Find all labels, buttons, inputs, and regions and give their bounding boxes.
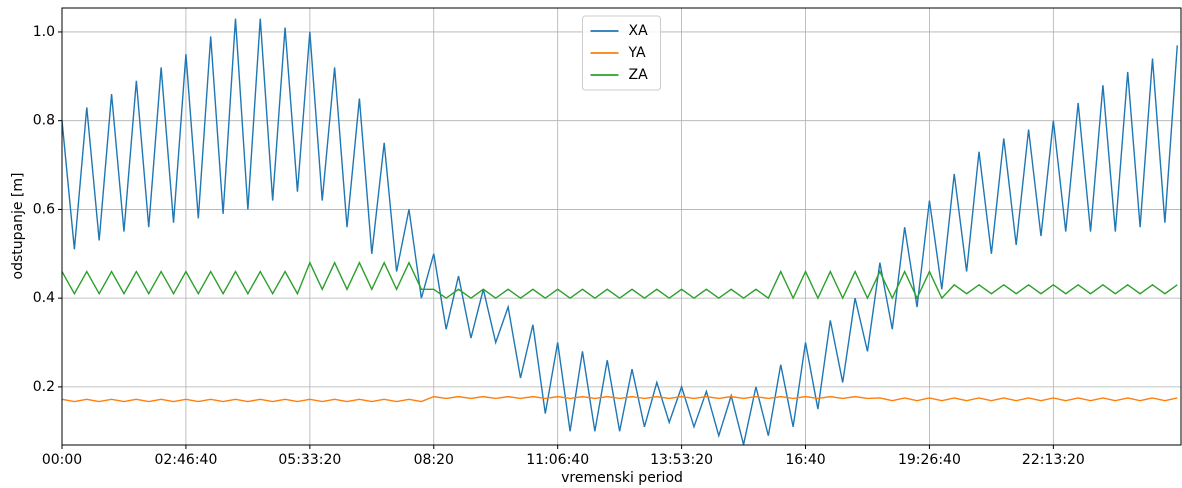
x-tick-label: 02:46:40 <box>154 452 217 468</box>
y-axis-label: odstupanje [m] <box>10 173 26 280</box>
series-line <box>62 18 1178 445</box>
x-tick-label: 08:20 <box>414 452 454 468</box>
plot-frame <box>61 7 1182 446</box>
legend-label: ZA <box>629 67 649 83</box>
y-tick-label: 0.6 <box>33 201 55 217</box>
series-line <box>62 395 1178 403</box>
x-tick-label: 11:06:40 <box>526 452 589 468</box>
y-tick-label: 0.4 <box>33 290 55 306</box>
series-line <box>62 260 1178 300</box>
x-tick-label: 00:00 <box>42 452 82 468</box>
x-tick-label: 05:33:20 <box>278 452 341 468</box>
x-tick-label: 22:13:20 <box>1022 452 1085 468</box>
legend-box <box>582 15 661 91</box>
legend: XA YA ZA <box>582 15 661 91</box>
x-tick-label: 19:26:40 <box>898 452 961 468</box>
y-tick-label: 0.8 <box>33 113 55 129</box>
legend-label: XA <box>629 23 649 39</box>
x-axis-label: vremenski period <box>561 470 683 486</box>
x-tick-label: 13:53:20 <box>650 452 713 468</box>
x-tick-label: 16:40 <box>785 452 825 468</box>
legend-label: YA <box>628 45 646 61</box>
y-tick-label: 1.0 <box>33 24 55 40</box>
y-tick-label: 0.2 <box>33 379 55 395</box>
